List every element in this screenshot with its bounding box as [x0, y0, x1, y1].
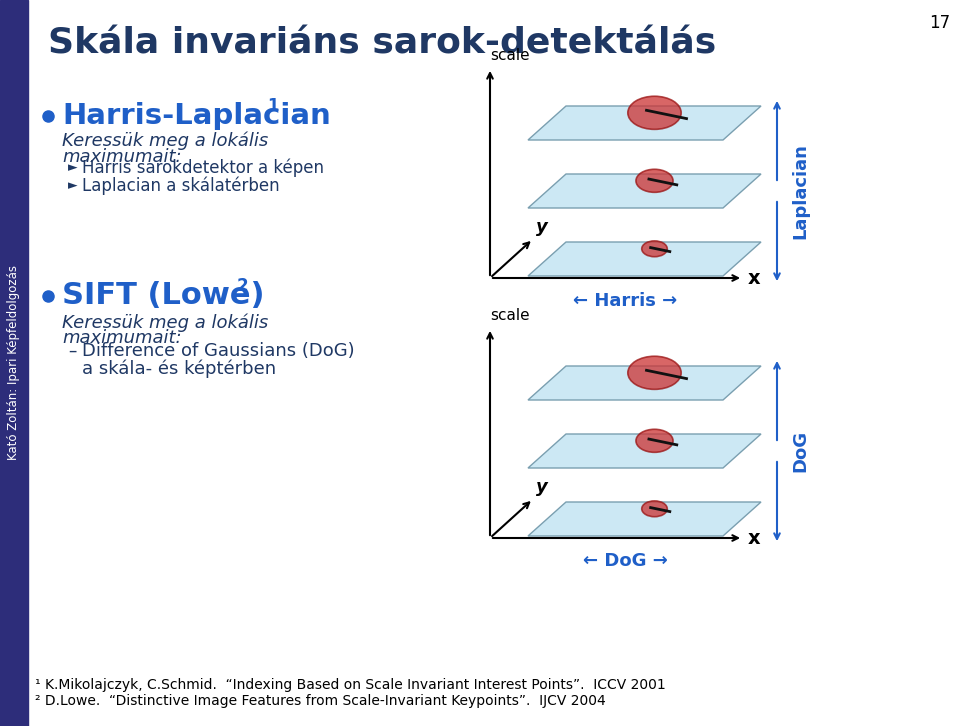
Text: 17: 17 [929, 14, 950, 32]
Text: SIFT (Lowe): SIFT (Lowe) [62, 282, 265, 311]
Text: y: y [536, 478, 548, 496]
Polygon shape [528, 434, 761, 468]
Ellipse shape [628, 356, 682, 389]
Ellipse shape [636, 169, 673, 192]
Polygon shape [528, 174, 761, 208]
Text: x: x [748, 529, 760, 547]
Text: ← Harris →: ← Harris → [573, 292, 678, 310]
Text: ¹ K.Mikolajczyk, C.Schmid.  “Indexing Based on Scale Invariant Interest Points”.: ¹ K.Mikolajczyk, C.Schmid. “Indexing Bas… [35, 678, 665, 692]
Ellipse shape [636, 429, 673, 452]
Text: y: y [536, 218, 548, 236]
Text: maximumait:: maximumait: [62, 329, 181, 347]
Text: Skála invariáns sarok-detektálás: Skála invariáns sarok-detektálás [48, 26, 716, 60]
Polygon shape [528, 106, 761, 140]
Text: a skála- és képtérben: a skála- és képtérben [82, 360, 276, 378]
Text: Laplacian a skálatérben: Laplacian a skálatérben [82, 176, 279, 195]
Text: ►: ► [68, 179, 78, 192]
Text: Keressük meg a lokális: Keressük meg a lokális [62, 132, 268, 150]
Text: scale: scale [490, 308, 530, 323]
Bar [0, 0, 28, 726]
Text: x: x [748, 269, 760, 287]
Ellipse shape [641, 501, 667, 517]
Text: ← DoG →: ← DoG → [583, 552, 668, 570]
Polygon shape [528, 366, 761, 400]
Text: 1: 1 [267, 97, 278, 115]
Text: Keressük meg a lokális: Keressük meg a lokális [62, 313, 268, 332]
Text: Kató Zoltán: Ipari Képfeldolgozás: Kató Zoltán: Ipari Képfeldolgozás [8, 266, 20, 460]
Text: –: – [68, 342, 77, 360]
Text: ►: ► [68, 161, 78, 174]
Text: maximumait:: maximumait: [62, 148, 181, 166]
Polygon shape [528, 242, 761, 276]
Ellipse shape [628, 97, 682, 129]
Text: ² D.Lowe.  “Distinctive Image Features from Scale-Invariant Keypoints”.  IJCV 20: ² D.Lowe. “Distinctive Image Features fr… [35, 694, 606, 708]
Ellipse shape [641, 241, 667, 257]
Text: scale: scale [490, 48, 530, 63]
Text: 2: 2 [237, 277, 249, 295]
Polygon shape [528, 502, 761, 536]
Text: Laplacian: Laplacian [791, 143, 809, 239]
Text: Harris-Laplacian: Harris-Laplacian [62, 102, 331, 130]
Text: DoG: DoG [791, 430, 809, 472]
Text: Difference of Gaussians (DoG): Difference of Gaussians (DoG) [82, 342, 354, 360]
Text: Harris sarokdetektor a képen: Harris sarokdetektor a képen [82, 159, 324, 177]
